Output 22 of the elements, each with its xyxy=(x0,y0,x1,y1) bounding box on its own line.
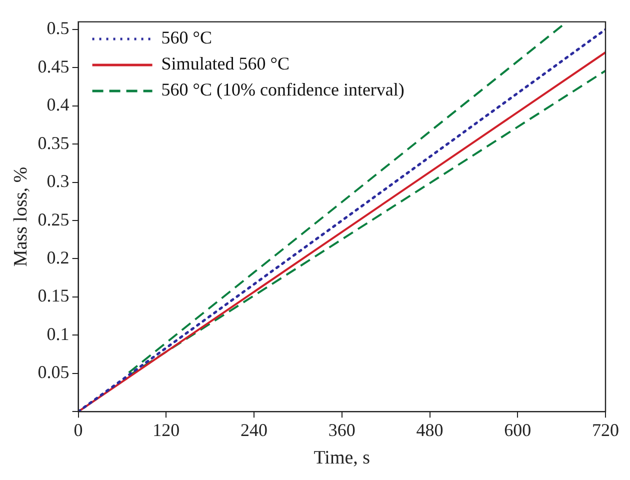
y-tick-label: 0.2 xyxy=(46,247,70,268)
y-axis-title: Mass loss, % xyxy=(10,166,32,267)
legend-label: 560 °C xyxy=(161,28,212,48)
legend-label: 560 °C (10% confidence interval) xyxy=(161,80,404,100)
y-tick-label: 0.45 xyxy=(38,56,70,76)
x-tick-label: 600 xyxy=(504,420,532,440)
x-tick-label: 720 xyxy=(592,420,619,440)
y-tick-label: 0.05 xyxy=(38,362,70,382)
x-tick-label: 480 xyxy=(416,420,444,440)
y-tick-label: 0.1 xyxy=(46,324,70,344)
x-tick-label: 120 xyxy=(152,420,180,440)
y-tick-label: 0.35 xyxy=(38,132,70,153)
y-tick-label: 0.25 xyxy=(38,209,70,230)
x-tick-label: 0 xyxy=(74,420,83,440)
x-tick-label: 360 xyxy=(328,420,356,440)
y-tick-label: 0.5 xyxy=(46,18,70,38)
x-tick-label: 240 xyxy=(240,420,268,440)
x-axis-title: Time, s xyxy=(314,448,370,469)
y-tick-label: 0.3 xyxy=(46,171,70,192)
y-tick-label: 0.15 xyxy=(38,286,70,306)
y-tick-label: 0.4 xyxy=(46,94,70,115)
legend-label: Simulated 560 °C xyxy=(161,54,290,74)
